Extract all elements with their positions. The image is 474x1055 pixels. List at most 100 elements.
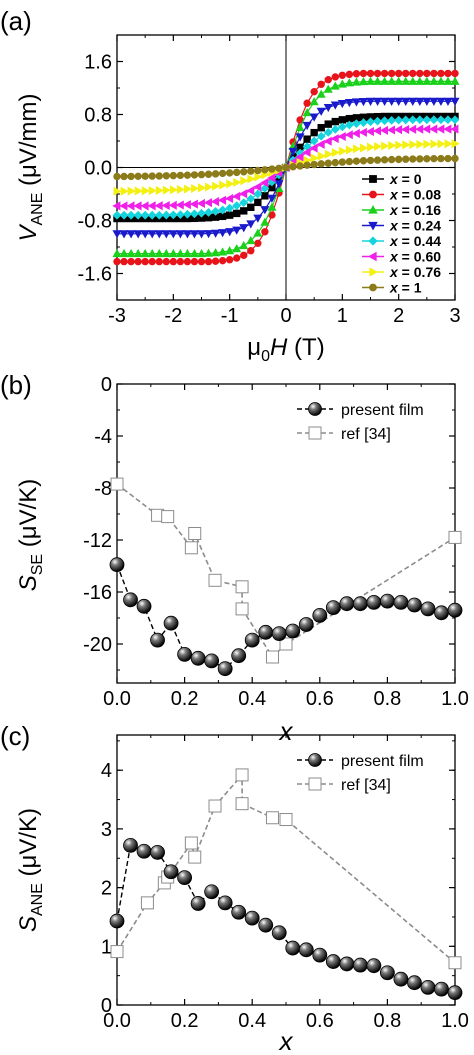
data-point bbox=[434, 981, 449, 997]
data-point bbox=[366, 117, 375, 127]
data-point bbox=[267, 173, 276, 183]
legend-val: 0.08 bbox=[414, 187, 441, 203]
y-tick-label: -1.6 bbox=[78, 264, 112, 286]
data-point bbox=[189, 230, 199, 239]
data-point bbox=[183, 171, 192, 179]
data-point bbox=[282, 163, 290, 172]
data-point bbox=[429, 124, 438, 134]
data-point bbox=[246, 220, 256, 229]
data-point bbox=[351, 77, 361, 86]
data-point bbox=[168, 200, 177, 210]
data-point bbox=[408, 76, 418, 85]
data-point bbox=[204, 653, 220, 669]
sphere-body bbox=[109, 557, 125, 573]
panel-c-sane-vs-x: (c) 0.0 0.2 0.4 0.6 0.8 1.0 0 1 2 3 4 SANE (μV/K) x pr… bbox=[0, 721, 469, 1055]
data-point bbox=[211, 206, 220, 216]
legend-val: 0 bbox=[414, 171, 422, 187]
data-point bbox=[316, 139, 325, 149]
legend-marker bbox=[369, 175, 377, 183]
data-point bbox=[387, 76, 397, 85]
data-point bbox=[217, 895, 233, 911]
data-point bbox=[380, 69, 389, 78]
sphere-body bbox=[308, 402, 322, 416]
data-point bbox=[352, 144, 362, 154]
data-point bbox=[119, 210, 129, 220]
x-tick-label: 0.0 bbox=[103, 688, 131, 710]
legend-label: ref [34] bbox=[341, 777, 391, 794]
legend: x = 0x = 0.08x = 0.16x = 0.24x = 0.44x =… bbox=[362, 171, 441, 296]
data-point bbox=[359, 118, 368, 127]
data-point bbox=[415, 124, 424, 134]
data-point bbox=[310, 153, 319, 163]
data-point bbox=[388, 140, 397, 151]
data-point bbox=[274, 180, 284, 189]
data-point bbox=[373, 76, 383, 85]
data-point bbox=[402, 155, 410, 163]
data-point bbox=[317, 124, 325, 132]
sphere-body bbox=[447, 602, 463, 618]
data-point bbox=[402, 140, 411, 150]
sphere-body bbox=[204, 884, 220, 900]
data-point bbox=[401, 97, 411, 106]
data-point bbox=[337, 131, 346, 142]
data-point bbox=[246, 236, 256, 245]
data-point bbox=[444, 139, 453, 149]
data-point bbox=[387, 115, 397, 125]
data-point bbox=[409, 140, 418, 150]
legend-label: present film bbox=[341, 402, 424, 419]
data-point bbox=[218, 247, 228, 256]
data-point bbox=[448, 530, 462, 544]
sphere-body bbox=[420, 601, 436, 617]
sphere-body bbox=[298, 942, 314, 958]
data-point bbox=[345, 145, 355, 155]
data-point bbox=[408, 97, 418, 106]
data-point bbox=[217, 195, 227, 205]
y-tick-label: 2 bbox=[101, 878, 112, 900]
data-point bbox=[352, 157, 361, 165]
x-label-italic: H bbox=[270, 334, 288, 361]
legend-eq: = bbox=[398, 249, 414, 265]
data-point bbox=[110, 945, 124, 959]
data-point bbox=[351, 98, 361, 107]
data-point bbox=[394, 155, 403, 164]
data-point bbox=[253, 182, 262, 192]
data-point bbox=[197, 208, 206, 218]
sphere-body bbox=[312, 947, 328, 963]
legend-marker bbox=[369, 190, 377, 199]
data-point bbox=[309, 113, 319, 122]
legend-marker bbox=[368, 251, 377, 262]
data-point bbox=[148, 172, 156, 180]
data-point bbox=[393, 595, 409, 610]
x-tick-label: 1.0 bbox=[441, 1010, 469, 1032]
data-point bbox=[112, 210, 122, 220]
data-point bbox=[231, 904, 247, 920]
data-point bbox=[155, 257, 163, 266]
x-tick-label: -1 bbox=[221, 305, 239, 327]
sphere-body bbox=[190, 650, 206, 666]
legend-val: 0.44 bbox=[414, 233, 441, 249]
data-point bbox=[267, 202, 277, 211]
data-point bbox=[325, 954, 341, 969]
data-point bbox=[310, 128, 318, 137]
sphere-body bbox=[339, 596, 355, 612]
data-point bbox=[302, 121, 312, 131]
data-point bbox=[310, 87, 318, 96]
data-point bbox=[190, 171, 199, 179]
data-point bbox=[169, 185, 179, 195]
data-point bbox=[317, 80, 325, 88]
sphere-body bbox=[231, 904, 247, 920]
data-point bbox=[303, 161, 311, 169]
data-point bbox=[205, 182, 214, 192]
data-point bbox=[182, 248, 192, 258]
data-point bbox=[394, 115, 404, 125]
data-point bbox=[450, 124, 459, 134]
data-point bbox=[154, 248, 164, 258]
data-point bbox=[330, 101, 340, 110]
data-point bbox=[345, 157, 354, 166]
y-axis-label: SSE (μV/K) bbox=[15, 479, 46, 592]
x-tick-label: -2 bbox=[164, 305, 182, 327]
sphere-body bbox=[352, 596, 368, 612]
data-point bbox=[217, 661, 233, 677]
legend-eq: = bbox=[398, 187, 414, 203]
data-point bbox=[140, 210, 150, 220]
